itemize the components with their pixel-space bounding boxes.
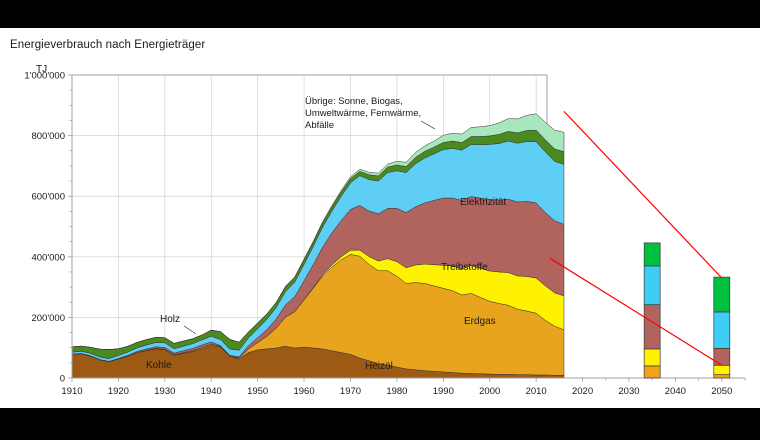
letterbox-top	[0, 0, 760, 28]
series-label-treibstoffe: Treibstoffe	[441, 262, 488, 273]
annotation-uebrige-line3: Abfälle	[305, 120, 334, 131]
x-tick-label: 2010	[526, 386, 547, 397]
x-tick-label: 1960	[293, 386, 314, 397]
area-layer-brige	[71, 113, 565, 350]
annotation-uebrige-line2: Umweltwärme, Fernwärme,	[305, 108, 421, 119]
chart-canvas: Energieverbrauch nach Energieträger TJ 0…	[0, 28, 760, 408]
page-title: Energieverbrauch nach Energieträger	[10, 39, 206, 51]
projection-trend-line-fossil-share-trend	[549, 257, 723, 366]
x-tick-label: 2000	[479, 386, 500, 397]
y-tick-label: 600'000	[31, 192, 65, 203]
x-tick-label: 1990	[433, 386, 454, 397]
leader-line-holz	[183, 325, 197, 335]
x-tick-label: 1980	[386, 386, 407, 397]
x-tick-label: 1920	[108, 386, 129, 397]
x-tick-label: 1930	[154, 386, 175, 397]
projection-bar-segment	[643, 348, 661, 367]
annotation-uebrige-line1: Übrige: Sonne, Biogas,	[305, 96, 403, 107]
x-tick-label: 2050	[711, 386, 732, 397]
y-tick-label: 1'000'000	[24, 71, 65, 82]
x-tick-label: 1970	[340, 386, 361, 397]
x-tick-label: 1940	[201, 386, 222, 397]
x-tick-label: 2030	[618, 386, 639, 397]
series-label-kohle: Kohle	[146, 360, 172, 371]
projection-bar-segment	[713, 276, 731, 313]
projection-bar-segment	[713, 364, 731, 376]
y-tick-label: 800'000	[31, 131, 65, 142]
series-label-erdgas: Erdgas	[464, 316, 496, 327]
x-tick-label: 2040	[665, 386, 686, 397]
x-tick-label: 1950	[247, 386, 268, 397]
projection-bar-segment	[643, 265, 661, 306]
area-chart-plot: 0 200'000 400'000 600'000 800'000 1'000'000 19…	[24, 71, 746, 397]
projection-bar-segment	[713, 374, 731, 379]
projection-bar-segment	[713, 347, 731, 366]
projection-bar-segment	[713, 311, 731, 349]
leader-line-uebrige	[420, 120, 436, 130]
y-tick-label: 200'000	[31, 313, 65, 324]
x-tick-label: 1910	[61, 386, 82, 397]
projection-bar-segment	[643, 365, 661, 379]
series-label-heizoel: Heizöl	[365, 361, 393, 372]
projection-trend-line-total-consumption-trend	[563, 110, 723, 279]
letterbox-bottom	[0, 408, 760, 440]
y-tick-label: 400'000	[31, 252, 65, 263]
x-tick-label: 2020	[572, 386, 593, 397]
projection-bar-segment	[643, 304, 661, 350]
series-label-elektrizitaet: Elektrizität	[460, 197, 506, 208]
series-label-holz: Holz	[160, 314, 180, 325]
y-tick-label: 0	[60, 374, 65, 385]
projection-bar-segment	[643, 242, 661, 267]
y-axis-unit-label: TJ	[36, 64, 48, 75]
